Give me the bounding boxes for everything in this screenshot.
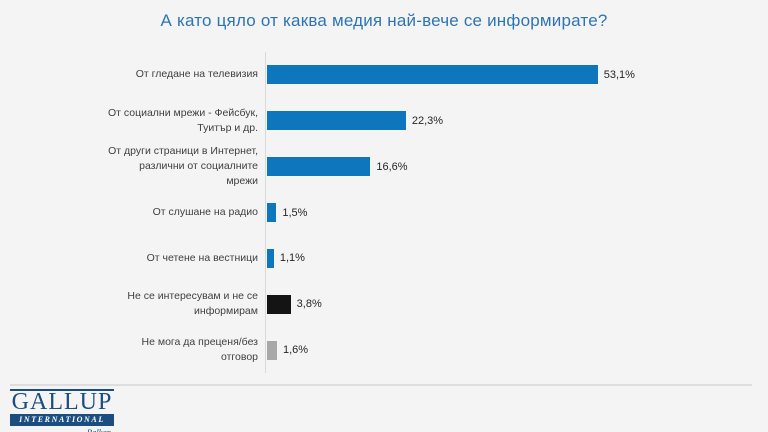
logo-gallup-text: GALLUP bbox=[11, 389, 113, 415]
category-label: От слушане на радио bbox=[152, 205, 258, 218]
bar-track: 53,1% bbox=[265, 52, 696, 98]
bar-chart: От гледане на телевизия 53,1% От социални … bbox=[100, 52, 696, 374]
value-label: 1,5% bbox=[282, 206, 308, 219]
value-label: 53,1% bbox=[603, 68, 635, 81]
category-label: От гледане на телевизия bbox=[135, 68, 258, 81]
bar-track: 16,6% bbox=[265, 143, 696, 190]
bar bbox=[267, 294, 291, 314]
bar bbox=[267, 157, 371, 177]
bar bbox=[267, 65, 598, 85]
value-label: 3,8% bbox=[296, 298, 322, 311]
logo-top-rule bbox=[10, 389, 114, 391]
chart-row: От четене на вестници 1,1% bbox=[100, 235, 696, 282]
category-label: От други страници в Интернет, различни о… bbox=[108, 144, 258, 188]
bar-track: 1,5% bbox=[265, 189, 696, 236]
chart-row: От гледане на телевизия 53,1% bbox=[100, 52, 696, 98]
value-label: 1,6% bbox=[282, 344, 309, 357]
gallup-logo: GALLUP INTERNATIONAL Balkan bbox=[10, 389, 114, 432]
chart-title: А като цяло от каква медия най-вече се и… bbox=[160, 11, 608, 30]
chart-row: От социални мрежи - Фейсбук, Туитър и др… bbox=[100, 97, 696, 144]
bar-track: 1,1% bbox=[265, 235, 696, 282]
logo-international-text: INTERNATIONAL bbox=[10, 414, 114, 426]
bar-track: 1,6% bbox=[265, 327, 696, 374]
value-label: 22,3% bbox=[411, 114, 444, 127]
bar bbox=[267, 248, 274, 268]
bar bbox=[267, 340, 277, 360]
category-label: От четене на вестници bbox=[146, 251, 258, 264]
value-label: 16,6% bbox=[376, 160, 408, 173]
chart-row: Не се интересувам и не се информирам 3,8% bbox=[100, 281, 696, 328]
value-label: 1,1% bbox=[279, 252, 305, 265]
bar-track: 22,3% bbox=[265, 97, 696, 144]
chart-row: От слушане на радио 1,5% bbox=[100, 189, 696, 236]
bar-track: 3,8% bbox=[265, 281, 696, 328]
category-label: Не мога да преценя/без отговор bbox=[141, 335, 258, 364]
chart-row: От други страници в Интернет, различни о… bbox=[100, 143, 696, 190]
category-label: Не се интересувам и не се информирам bbox=[127, 290, 258, 318]
category-label: От социални мрежи - Фейсбук, Туитър и др… bbox=[107, 106, 258, 134]
bar bbox=[267, 203, 277, 222]
logo-balkan-text: Balkan bbox=[86, 427, 111, 432]
footer-divider bbox=[10, 384, 752, 386]
chart-row: Не мога да преценя/без отговор 1,6% bbox=[100, 327, 696, 374]
bar bbox=[267, 111, 406, 131]
